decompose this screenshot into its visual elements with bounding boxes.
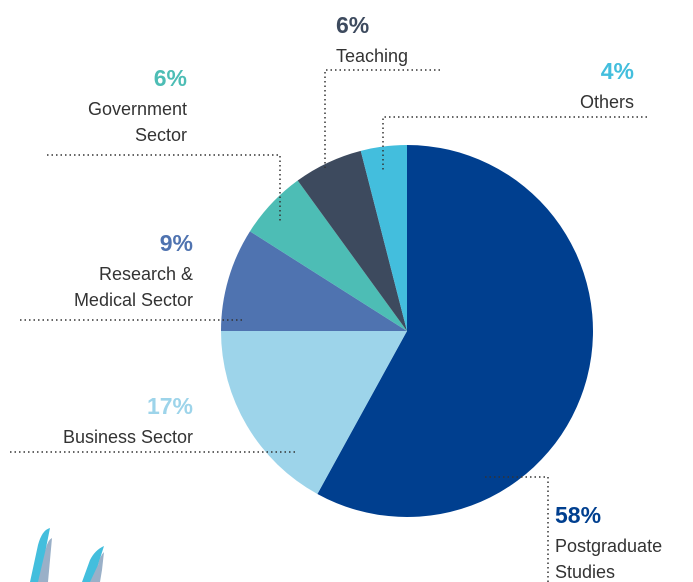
category-label: Medical Sector [74, 290, 193, 310]
value-label: 4% [601, 58, 634, 84]
value-label: 6% [154, 65, 187, 91]
value-label: 6% [336, 12, 369, 38]
pie-slice [221, 231, 407, 331]
pie-slice [360, 145, 407, 331]
category-label: Studies [555, 562, 615, 582]
category-label: Research & [99, 264, 193, 284]
pie-slice [221, 331, 407, 494]
pie-slice [297, 150, 407, 331]
category-label: Government [88, 99, 187, 119]
value-label: 17% [147, 393, 193, 419]
category-label: Postgraduate [555, 536, 662, 556]
leader-line [47, 154, 281, 222]
leader-line [485, 476, 549, 582]
category-label: Sector [135, 125, 187, 145]
category-label: Business Sector [63, 427, 193, 447]
category-label: Others [580, 92, 634, 112]
value-label: 9% [160, 230, 193, 256]
quote-icon [30, 528, 104, 582]
pie-slice [249, 180, 407, 331]
value-label: 58% [555, 502, 601, 528]
category-label: Teaching [336, 46, 408, 66]
pie-slice [317, 145, 593, 517]
